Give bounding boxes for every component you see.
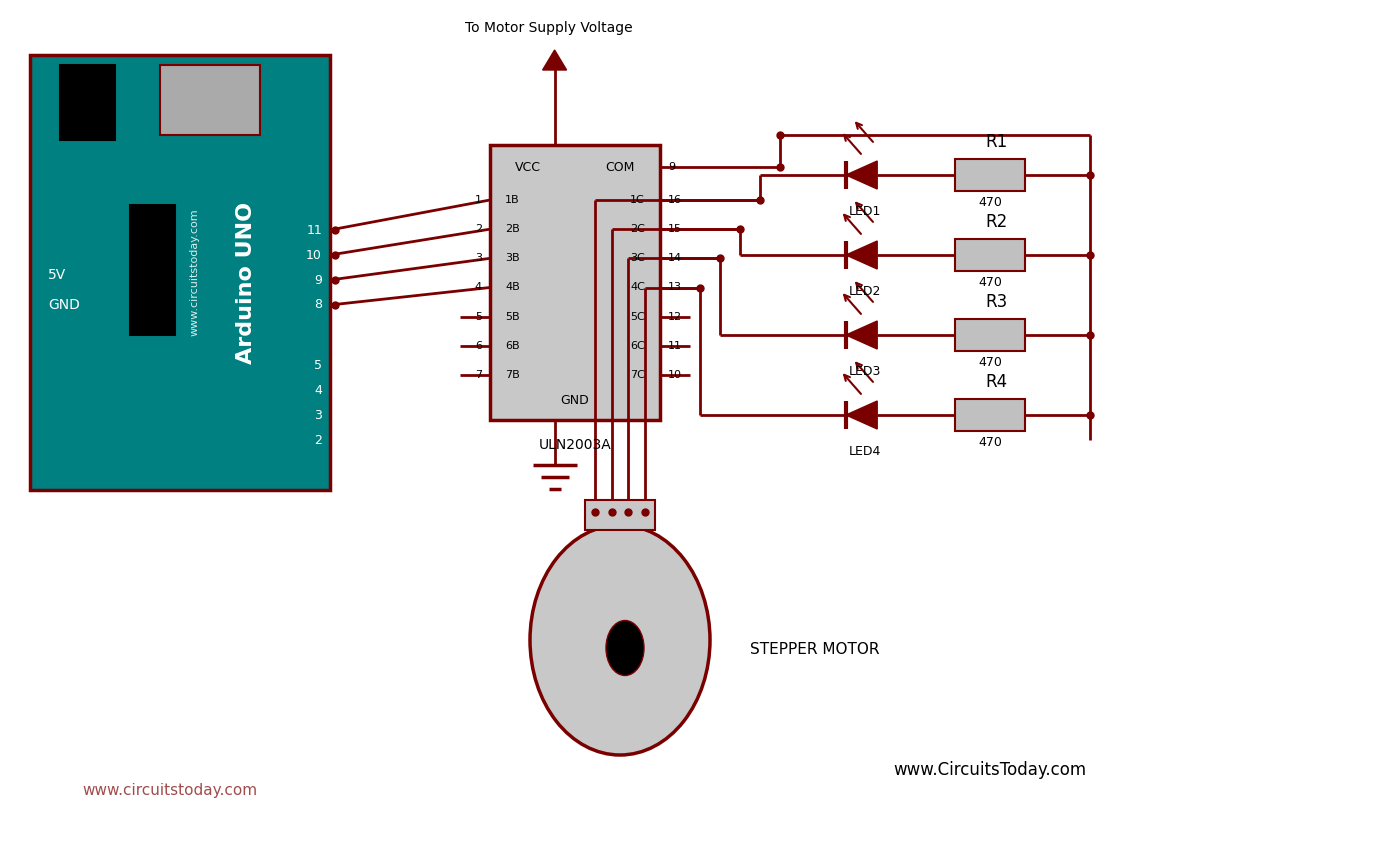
Bar: [29, 55, 330, 490]
Text: 3C: 3C: [630, 253, 645, 263]
Text: 4: 4: [475, 283, 482, 293]
Text: LED2: LED2: [848, 285, 881, 298]
Text: 470: 470: [979, 356, 1002, 369]
Text: STEPPER MOTOR: STEPPER MOTOR: [750, 642, 879, 657]
Text: 5: 5: [314, 359, 322, 371]
Text: 1B: 1B: [505, 195, 519, 205]
Bar: [955, 239, 1025, 271]
Text: LED3: LED3: [848, 365, 881, 378]
Text: 3: 3: [475, 253, 482, 263]
Bar: [585, 500, 655, 530]
Bar: [160, 65, 260, 135]
Text: R4: R4: [986, 373, 1007, 391]
Text: 470: 470: [979, 196, 1002, 209]
Text: 10: 10: [668, 370, 682, 380]
Bar: [955, 319, 1025, 351]
Text: 3B: 3B: [505, 253, 519, 263]
Bar: [490, 145, 659, 420]
Polygon shape: [543, 50, 567, 70]
Text: R2: R2: [986, 213, 1007, 231]
Bar: [955, 399, 1025, 431]
Text: Arduino UNO: Arduino UNO: [237, 202, 256, 364]
Text: 12: 12: [668, 311, 682, 322]
Text: 13: 13: [668, 283, 682, 293]
Text: 10: 10: [307, 248, 322, 262]
Text: 7B: 7B: [505, 370, 519, 380]
Text: 8: 8: [314, 299, 322, 311]
Text: 7: 7: [475, 370, 482, 380]
Polygon shape: [846, 161, 878, 189]
Text: 5V: 5V: [48, 268, 66, 282]
Text: R3: R3: [986, 293, 1007, 311]
Text: 16: 16: [668, 195, 682, 205]
Text: VCC: VCC: [515, 160, 540, 174]
Text: 11: 11: [668, 341, 682, 351]
Ellipse shape: [531, 525, 710, 755]
Text: 5C: 5C: [630, 311, 645, 322]
Text: ULN2003A: ULN2003A: [539, 438, 612, 452]
Text: 5B: 5B: [505, 311, 519, 322]
Text: 4: 4: [314, 383, 322, 397]
Bar: [955, 159, 1025, 191]
Polygon shape: [846, 241, 878, 269]
Text: To Motor Supply Voltage: To Motor Supply Voltage: [465, 21, 633, 35]
Text: 6: 6: [475, 341, 482, 351]
Text: 7C: 7C: [630, 370, 645, 380]
Text: www.circuitstoday.com: www.circuitstoday.com: [83, 782, 258, 798]
Text: 15: 15: [668, 225, 682, 234]
Text: 2: 2: [475, 225, 482, 234]
Text: 3: 3: [314, 408, 322, 421]
Text: 1: 1: [475, 195, 482, 205]
Text: 4C: 4C: [630, 283, 645, 293]
Text: LED1: LED1: [848, 205, 881, 218]
Polygon shape: [846, 401, 878, 429]
Polygon shape: [846, 321, 878, 349]
Text: 6B: 6B: [505, 341, 519, 351]
Text: 470: 470: [979, 276, 1002, 289]
Text: 9: 9: [668, 162, 675, 172]
Text: 2C: 2C: [630, 225, 645, 234]
Text: LED4: LED4: [848, 445, 881, 458]
Text: 5: 5: [475, 311, 482, 322]
Bar: [60, 65, 115, 140]
Text: R1: R1: [986, 133, 1007, 151]
Text: www.CircuitsToday.com: www.CircuitsToday.com: [893, 761, 1086, 779]
Text: 14: 14: [668, 253, 682, 263]
Text: 470: 470: [979, 436, 1002, 449]
Text: GND: GND: [48, 298, 80, 312]
Text: COM: COM: [606, 160, 636, 174]
Text: 9: 9: [314, 273, 322, 286]
Text: 2: 2: [314, 434, 322, 446]
Text: 11: 11: [307, 224, 322, 236]
Text: 6C: 6C: [630, 341, 645, 351]
Text: 4B: 4B: [505, 283, 519, 293]
Bar: [130, 205, 175, 335]
Text: 2B: 2B: [505, 225, 519, 234]
Text: 1C: 1C: [630, 195, 645, 205]
Text: GND: GND: [560, 393, 589, 407]
Text: www.circuitstoday.com: www.circuitstoday.com: [190, 208, 200, 336]
Ellipse shape: [606, 620, 644, 675]
